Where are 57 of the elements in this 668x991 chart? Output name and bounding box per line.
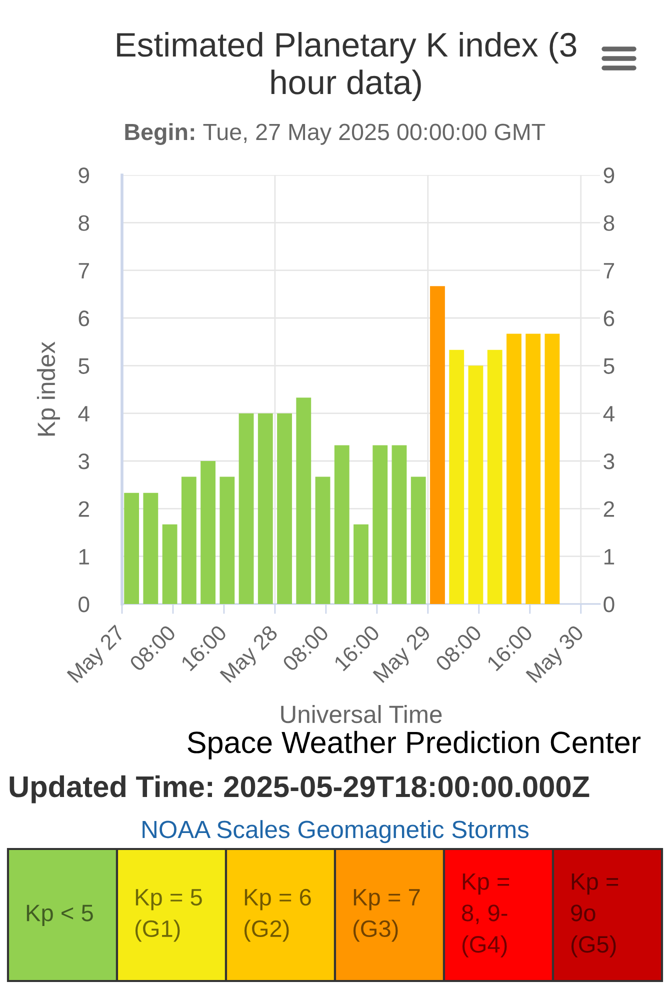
bar	[296, 398, 312, 604]
y-axis-title: Kp index	[36, 342, 60, 436]
text: Space Weather Prediction Center	[188, 730, 641, 760]
y2-tick-label: 8	[604, 215, 614, 231]
bar	[468, 366, 484, 604]
x-tick-label: May 27	[66, 624, 128, 686]
category-label: Kp = 5 (G1)	[135, 889, 202, 942]
bar	[162, 524, 178, 604]
bar	[258, 413, 273, 604]
y2-tick-label: 3	[604, 454, 614, 470]
y-tick-label: 0	[78, 596, 90, 612]
bar	[200, 461, 216, 604]
bar	[487, 350, 502, 604]
y2-tick-label: 9	[604, 168, 614, 184]
y-tick-label: 2	[78, 501, 89, 517]
y-tick-label: 5	[78, 358, 90, 374]
bar	[449, 350, 464, 604]
bar	[372, 445, 388, 604]
bar	[506, 334, 522, 604]
bar	[430, 286, 445, 604]
category-label: Kp = 8, 9- (G4)	[462, 873, 510, 958]
bar	[143, 492, 158, 604]
chart-subtitle: Begin: Tue, 27 May 2025 00:00:00 GMT	[125, 123, 546, 145]
y-tick-label: 4	[78, 406, 90, 422]
y2-tick-label: 7	[604, 263, 614, 278]
bar	[392, 445, 407, 604]
category-label: Kp = 7 (G3)	[353, 889, 420, 942]
bar	[526, 334, 541, 604]
bar	[238, 413, 254, 604]
text: Updated Time: 2025-05-29T18:00:00.000Z	[10, 775, 590, 804]
bar	[220, 476, 235, 604]
bar	[354, 524, 368, 604]
chart-title: Estimated Planetary K index (3 hour data)	[117, 32, 576, 102]
category-label: Kp = 9o (G5)	[571, 873, 618, 958]
y2-tick-label: 6	[604, 310, 614, 326]
bar	[544, 334, 560, 604]
y2-tick-label: 2	[604, 501, 614, 517]
x-axis-title: Universal Time	[281, 705, 442, 724]
category-label: Kp < 5	[26, 904, 93, 926]
bar	[315, 476, 330, 604]
bar	[181, 476, 196, 604]
y2-tick-label: 5	[604, 358, 614, 374]
bar	[410, 476, 426, 604]
bar	[277, 413, 292, 604]
y-tick-label: 1	[79, 549, 89, 564]
y2-tick-label: 0	[604, 596, 614, 612]
text: NOAA Scales Geomagnetic Storms	[142, 820, 529, 844]
y-tick-label: 6	[78, 310, 90, 326]
bar	[124, 492, 140, 604]
bar	[334, 445, 350, 604]
y2-tick-label: 1	[604, 549, 614, 564]
y2-tick-label: 4	[603, 406, 614, 422]
y-tick-label: 7	[78, 263, 89, 278]
category-label: Kp = 6 (G2)	[244, 888, 311, 942]
y-tick-label: 3	[78, 454, 90, 470]
y-tick-label: 9	[78, 168, 90, 184]
y-tick-label: 8	[78, 215, 90, 231]
